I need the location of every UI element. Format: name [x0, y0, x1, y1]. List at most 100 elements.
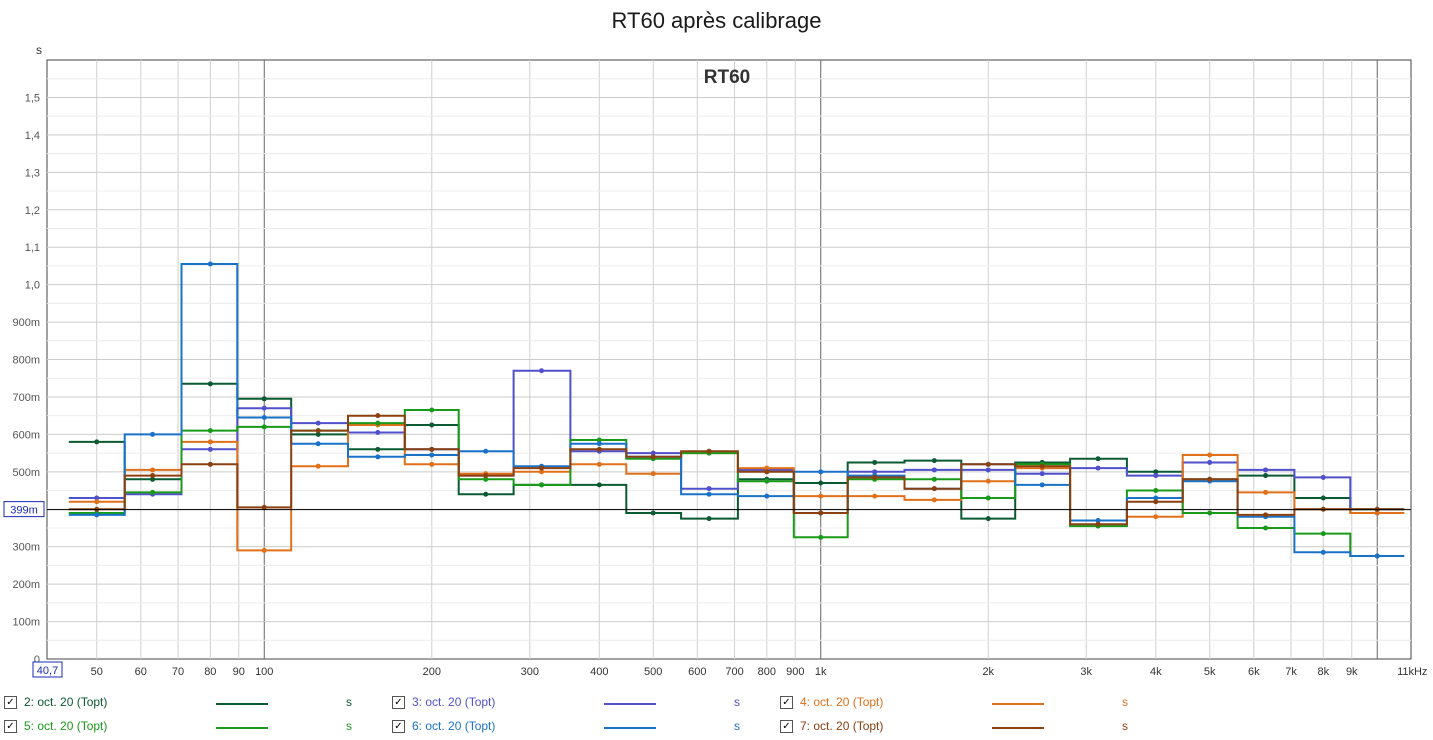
- data-point: [1320, 474, 1326, 480]
- data-point: [985, 467, 991, 473]
- legend-swatch: [216, 703, 268, 705]
- x-tick-label: 50: [91, 666, 103, 678]
- x-tick-label: 500: [644, 666, 662, 678]
- data-point: [483, 491, 489, 497]
- legend-label: 4: oct. 20 (Topt): [800, 695, 884, 709]
- data-point: [985, 478, 991, 484]
- data-point: [596, 461, 602, 467]
- data-point: [375, 446, 381, 452]
- y-tick-label: 1,1: [25, 242, 40, 254]
- legend-item[interactable]: ✓ 5: oct. 20 (Topt) s: [4, 718, 384, 738]
- legend-item[interactable]: ✓ 3: oct. 20 (Topt) s: [392, 694, 772, 714]
- data-point: [1263, 512, 1269, 518]
- data-point: [1374, 510, 1380, 516]
- data-point: [1153, 488, 1159, 494]
- x-tick-label: 5k: [1204, 666, 1216, 678]
- legend-checkbox[interactable]: ✓: [4, 720, 17, 733]
- data-point: [539, 368, 545, 374]
- data-point: [94, 512, 100, 518]
- data-point: [1153, 499, 1159, 505]
- page-title: RT60 après calibrage: [611, 8, 822, 33]
- data-point: [985, 461, 991, 467]
- y-cursor-box: [3, 501, 45, 518]
- legend-label: 5: oct. 20 (Topt): [24, 719, 108, 733]
- data-point: [872, 474, 878, 480]
- data-point: [1095, 517, 1101, 523]
- data-point: [261, 405, 267, 411]
- data-point: [207, 439, 213, 445]
- series-6: [68, 413, 1405, 527]
- data-point: [207, 381, 213, 387]
- y-axis-unit: s: [36, 43, 42, 57]
- legend-checkbox[interactable]: ✓: [4, 696, 17, 709]
- data-point: [931, 476, 937, 482]
- data-point: [1263, 473, 1269, 479]
- y-cursor-readout: 399m: [10, 505, 38, 517]
- data-point: [1263, 467, 1269, 473]
- data-point: [1263, 489, 1269, 495]
- data-point: [261, 424, 267, 430]
- data-point: [1039, 471, 1045, 477]
- legend-swatch: [216, 727, 268, 729]
- data-point: [1095, 521, 1101, 527]
- data-point: [985, 495, 991, 501]
- data-point: [650, 454, 656, 460]
- x-tick-label: 200: [423, 666, 441, 678]
- data-point: [1320, 549, 1326, 555]
- legend-unit: s: [1122, 719, 1128, 733]
- legend-unit: s: [346, 719, 352, 733]
- y-tick-label: 300m: [12, 542, 40, 554]
- data-point: [150, 473, 156, 479]
- x-cursor-readout: 40,7: [37, 665, 58, 677]
- x-tick-label: 3k: [1080, 666, 1092, 678]
- data-point: [1039, 463, 1045, 469]
- legend-checkbox[interactable]: ✓: [780, 720, 793, 733]
- data-point: [483, 473, 489, 479]
- x-tick-label: 700: [725, 666, 743, 678]
- legend-item[interactable]: ✓ 4: oct. 20 (Topt) s: [780, 694, 1160, 714]
- data-point: [596, 437, 602, 443]
- data-point: [429, 407, 435, 413]
- data-point: [261, 504, 267, 510]
- data-point: [483, 476, 489, 482]
- legend-unit: s: [1122, 695, 1128, 709]
- data-point: [931, 486, 937, 492]
- data-point: [931, 467, 937, 473]
- legend-swatch: [604, 727, 656, 729]
- data-point: [706, 448, 712, 454]
- data-point: [872, 459, 878, 465]
- x-cursor-box: [32, 661, 63, 678]
- data-point: [375, 430, 381, 436]
- x-tick-label: 7k: [1285, 666, 1297, 678]
- data-point: [872, 469, 878, 475]
- data-point: [429, 461, 435, 467]
- legend-item[interactable]: ✓ 2: oct. 20 (Topt) s: [4, 694, 384, 714]
- data-point: [539, 482, 545, 488]
- data-point: [375, 454, 381, 460]
- data-point: [1320, 495, 1326, 501]
- data-point: [375, 420, 381, 426]
- data-point: [596, 441, 602, 447]
- y-tick-label: 200m: [12, 579, 40, 591]
- data-point: [539, 465, 545, 471]
- y-tick-label: 1,5: [25, 92, 40, 104]
- chart-inner-title: RT60: [704, 67, 750, 88]
- legend-checkbox[interactable]: ✓: [780, 696, 793, 709]
- data-point: [150, 476, 156, 482]
- x-tick-label: 80: [204, 666, 216, 678]
- data-point: [1095, 465, 1101, 471]
- legend-checkbox[interactable]: ✓: [392, 696, 405, 709]
- y-tick-label: 500m: [12, 467, 40, 479]
- data-point: [818, 469, 824, 475]
- x-tick-label: 8k: [1317, 666, 1329, 678]
- legend-checkbox[interactable]: ✓: [392, 720, 405, 733]
- y-tick-label: 900m: [12, 317, 40, 329]
- legend-item[interactable]: ✓ 6: oct. 20 (Topt) s: [392, 718, 772, 738]
- y-tick-label: 1,3: [25, 167, 40, 179]
- data-point: [94, 439, 100, 445]
- legend-item[interactable]: ✓ 7: oct. 20 (Topt) s: [780, 718, 1160, 738]
- data-point: [1320, 531, 1326, 537]
- data-point: [1039, 482, 1045, 488]
- x-tick-label: 800: [758, 666, 776, 678]
- legend-swatch: [992, 703, 1044, 705]
